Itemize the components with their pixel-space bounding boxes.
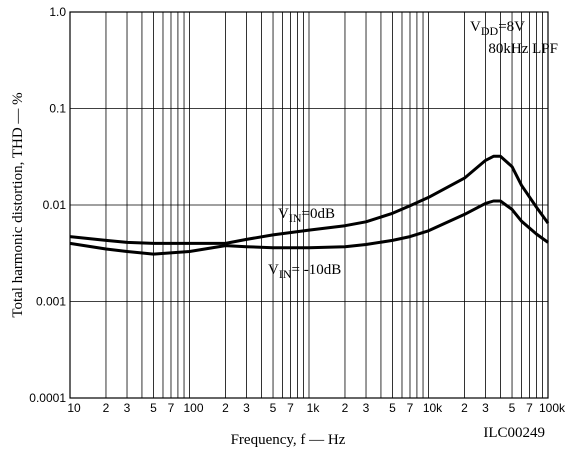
annotation-subscript: IN [289,211,302,225]
x-tick-label: 7 [168,401,175,415]
x-tick-label: 2 [461,401,468,415]
annotation-part: =0dB [302,206,335,222]
x-tick-label: 3 [363,401,370,415]
x-tick-label: 3 [482,401,489,415]
x-tick-label: 100k [539,401,566,415]
x-tick-label: 7 [526,401,533,415]
line-series [69,199,549,256]
annotation-part: V [278,206,289,222]
y-tick-label: 0.0001 [29,391,66,405]
y-tick-label: 0.1 [49,102,66,116]
x-tick-label: 5 [509,401,516,415]
y-tick-label: 0.01 [43,198,67,212]
annotation-part: = -10dB [292,262,342,278]
y-tick-label: 0.001 [36,295,66,309]
annotation-part: =8V [498,19,525,35]
y-tick-label: 1.0 [49,5,66,19]
x-tick-label: 100 [183,401,203,415]
x-tick-label: 2 [103,401,110,415]
annotation: VDD=8V [470,19,525,38]
annotation: 80kHz LPF [488,41,558,57]
x-tick-label: 1k [307,401,321,415]
annotation-part: V [470,19,481,35]
x-tick-label: 5 [270,401,277,415]
annotation-subscript: DD [481,24,499,38]
plot-frame [69,11,549,399]
x-tick-label: 7 [407,401,414,415]
annotation: ILC00249 [483,425,545,441]
x-tick-label: 7 [287,401,294,415]
annotation: VIN=0dB [278,206,335,225]
x-tick-label: 5 [389,401,396,415]
x-tick-label: 2 [222,401,229,415]
annotation: VIN= -10dB [268,262,341,281]
line-series [69,154,550,245]
x-tick-label: 5 [150,401,157,415]
x-tick-label: 3 [124,401,131,415]
x-tick-label: 10k [423,401,443,415]
annotation-part: V [268,262,279,278]
y-axis-label: Total harmonic distortion, THD — % [10,92,26,317]
x-tick-label: 10 [67,401,81,415]
x-tick-label: 3 [243,401,250,415]
annotation-subscript: IN [279,267,292,281]
x-tick-label: 2 [342,401,349,415]
x-axis-label: Frequency, f — Hz [231,432,346,448]
